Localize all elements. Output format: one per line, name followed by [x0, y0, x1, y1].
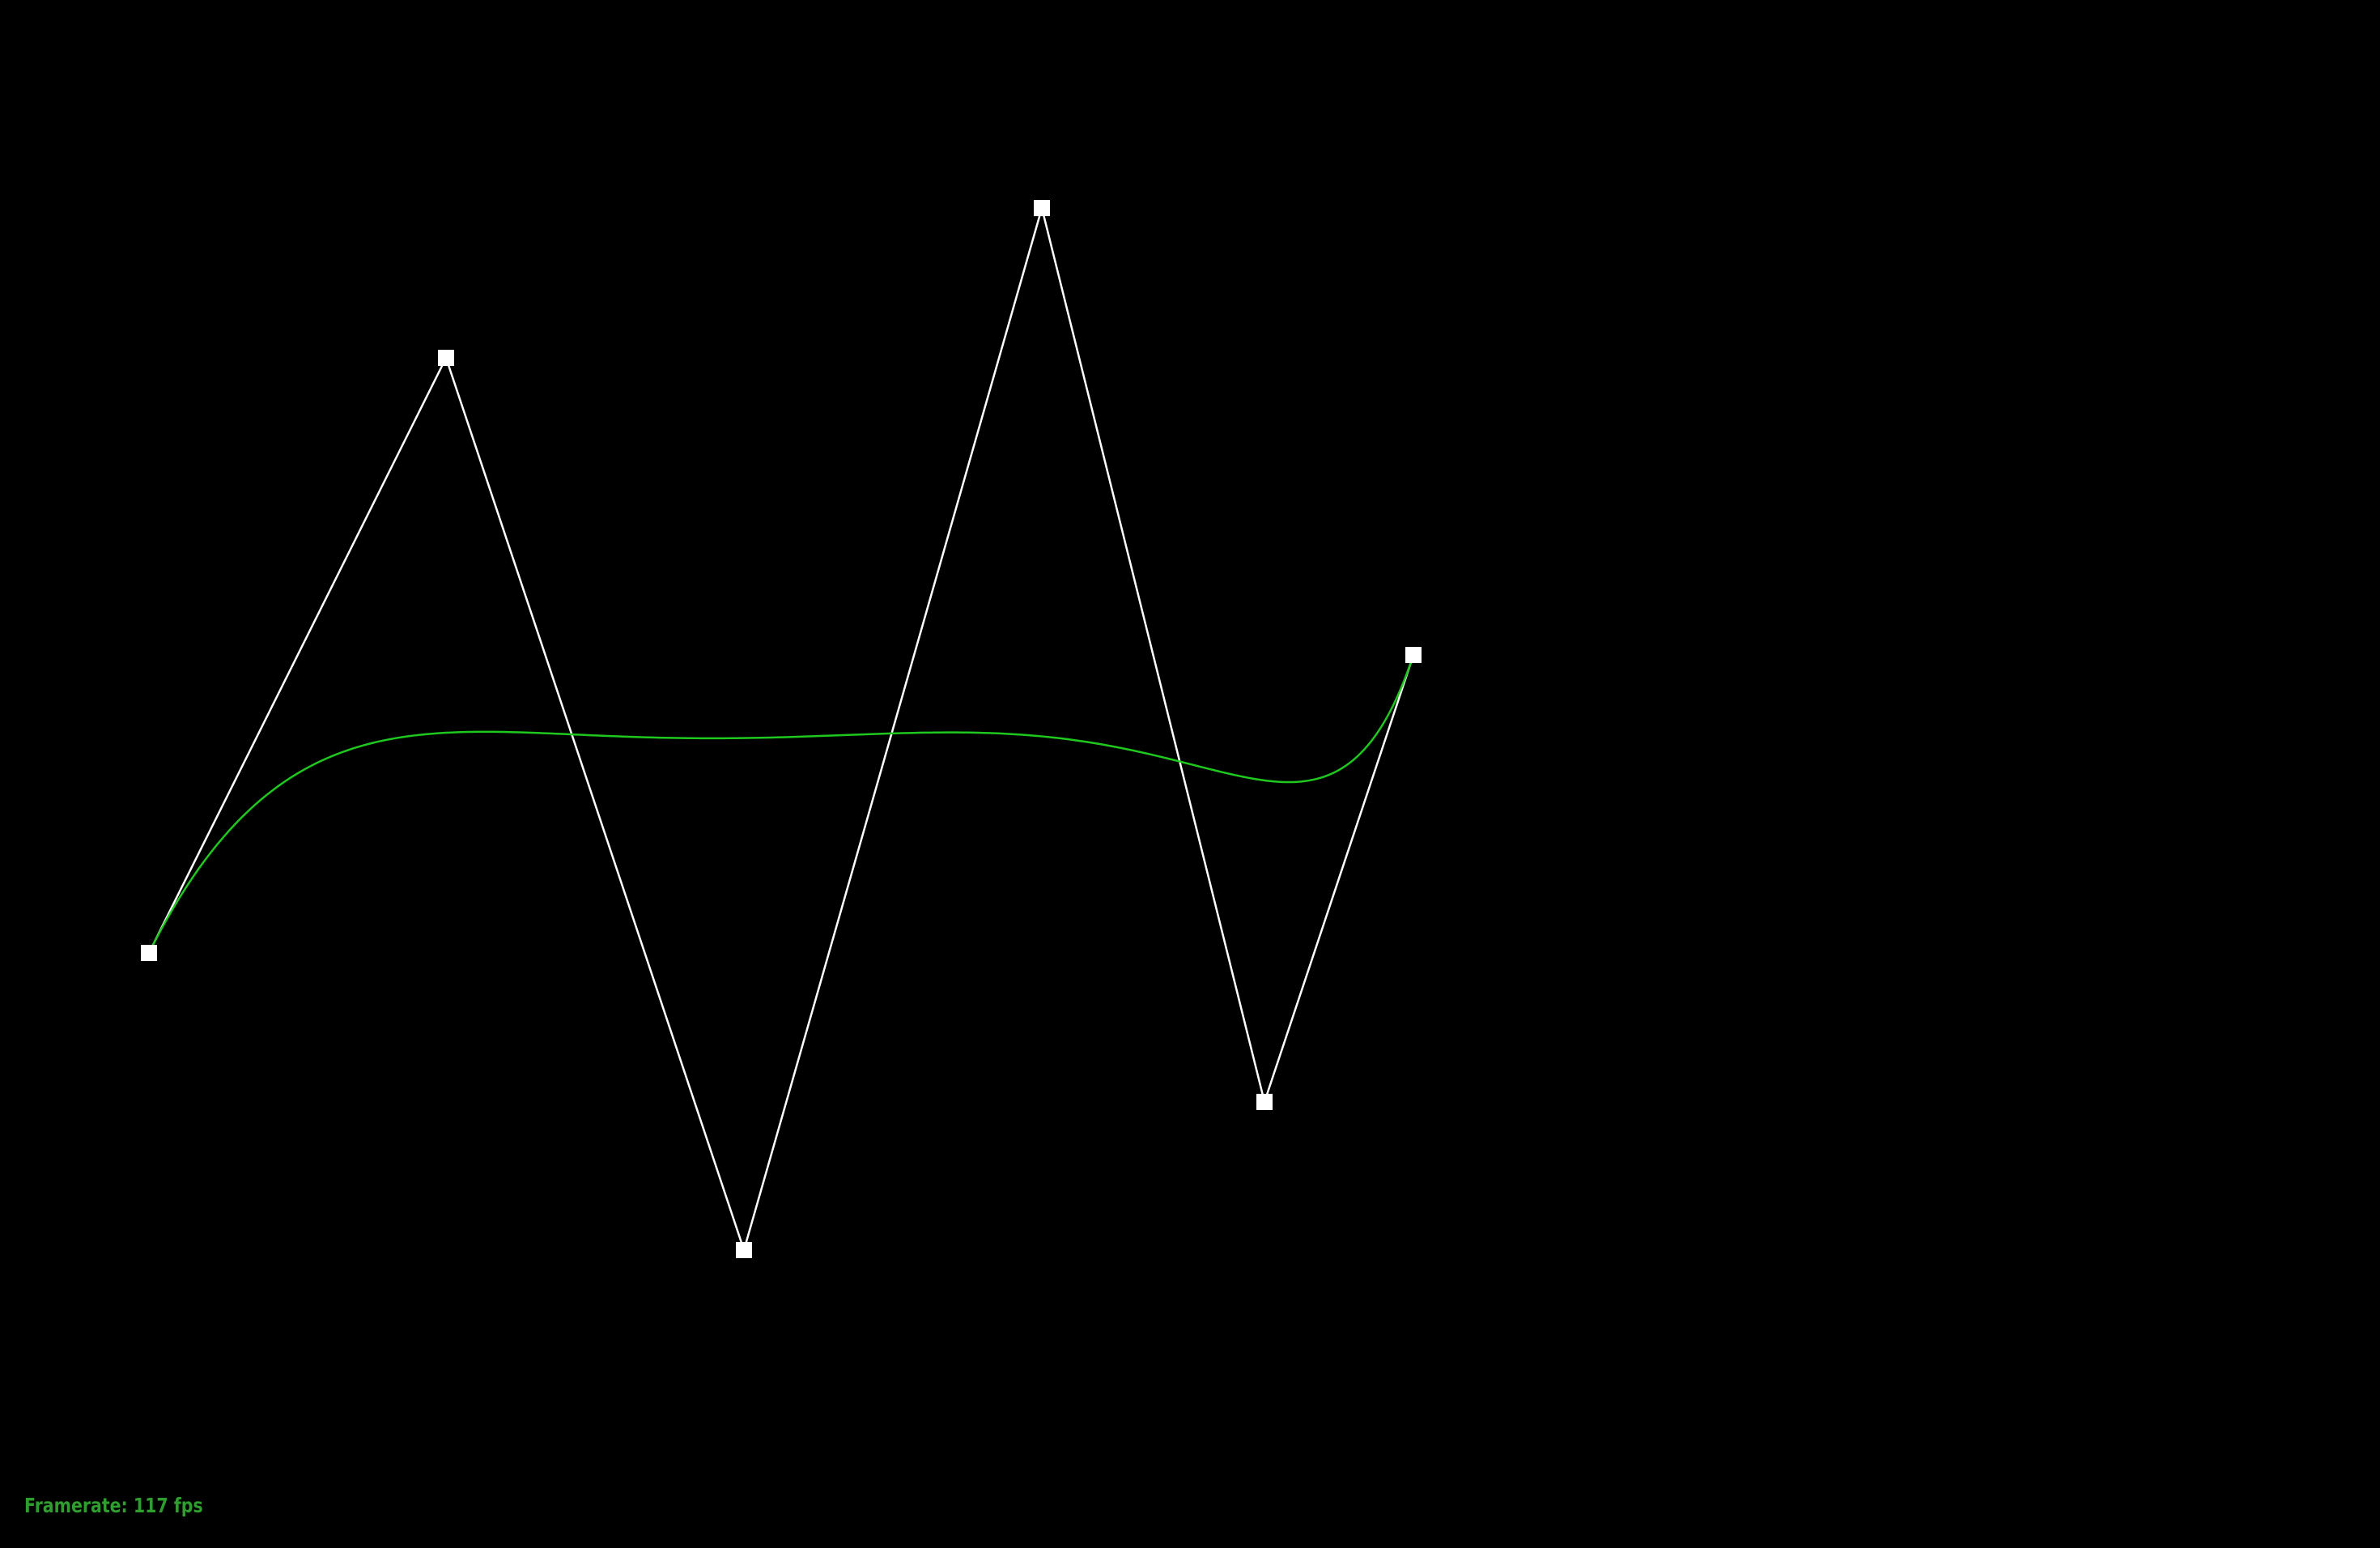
control-points-group: [141, 200, 1422, 1258]
framerate-display: Framerate: 117 fps: [24, 1494, 203, 1517]
framerate-unit: fps: [173, 1494, 203, 1517]
control-point-handle[interactable]: [736, 1242, 752, 1258]
bezier-curve: [147, 654, 1415, 954]
control-point-handle[interactable]: [438, 350, 454, 366]
control-point-handle[interactable]: [1034, 200, 1050, 216]
control-point-handle[interactable]: [1405, 647, 1422, 663]
control-polygon: [147, 204, 1415, 1254]
control-point-handle[interactable]: [1256, 1094, 1273, 1110]
framerate-value: 117: [133, 1494, 168, 1517]
control-point-handle[interactable]: [141, 945, 157, 961]
framerate-label: Framerate:: [24, 1494, 128, 1517]
